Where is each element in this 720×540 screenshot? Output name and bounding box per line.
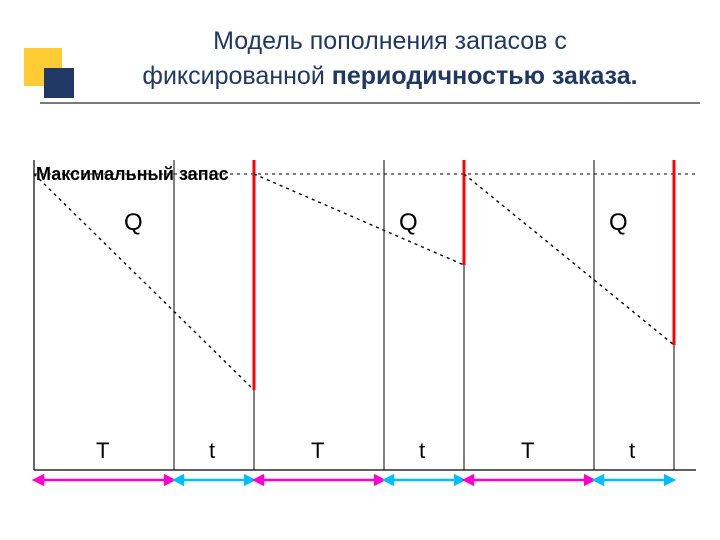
decorator-navy-square [44, 68, 74, 98]
svg-text:T: T [96, 438, 109, 463]
svg-text:t: t [209, 438, 215, 463]
svg-text:Q: Q [124, 209, 143, 236]
inventory-chart: Максимальный запас Q Tt Q Tt Q Tt [24, 150, 696, 510]
chart-svg: Максимальный запас Q Tt Q Tt Q Tt [24, 150, 696, 510]
svg-text:T: T [311, 438, 324, 463]
svg-text:t: t [419, 438, 425, 463]
title-line-1: Модель пополнения запасов с [100, 24, 680, 59]
slide-decorator [24, 48, 76, 100]
svg-text:T: T [521, 438, 534, 463]
svg-text:t: t [629, 438, 635, 463]
title-line-2: фиксированной периодичностью заказа. [100, 59, 680, 94]
title-line-2-bold: периодичностью заказа. [332, 62, 638, 90]
svg-text:Q: Q [609, 209, 628, 236]
svg-text:Максимальный запас: Максимальный запас [36, 164, 229, 184]
slide-title: Модель пополнения запасов с фиксированно… [100, 24, 680, 94]
title-line-2-plain: фиксированной [142, 62, 331, 90]
svg-text:Q: Q [399, 209, 418, 236]
title-underline [40, 102, 700, 104]
